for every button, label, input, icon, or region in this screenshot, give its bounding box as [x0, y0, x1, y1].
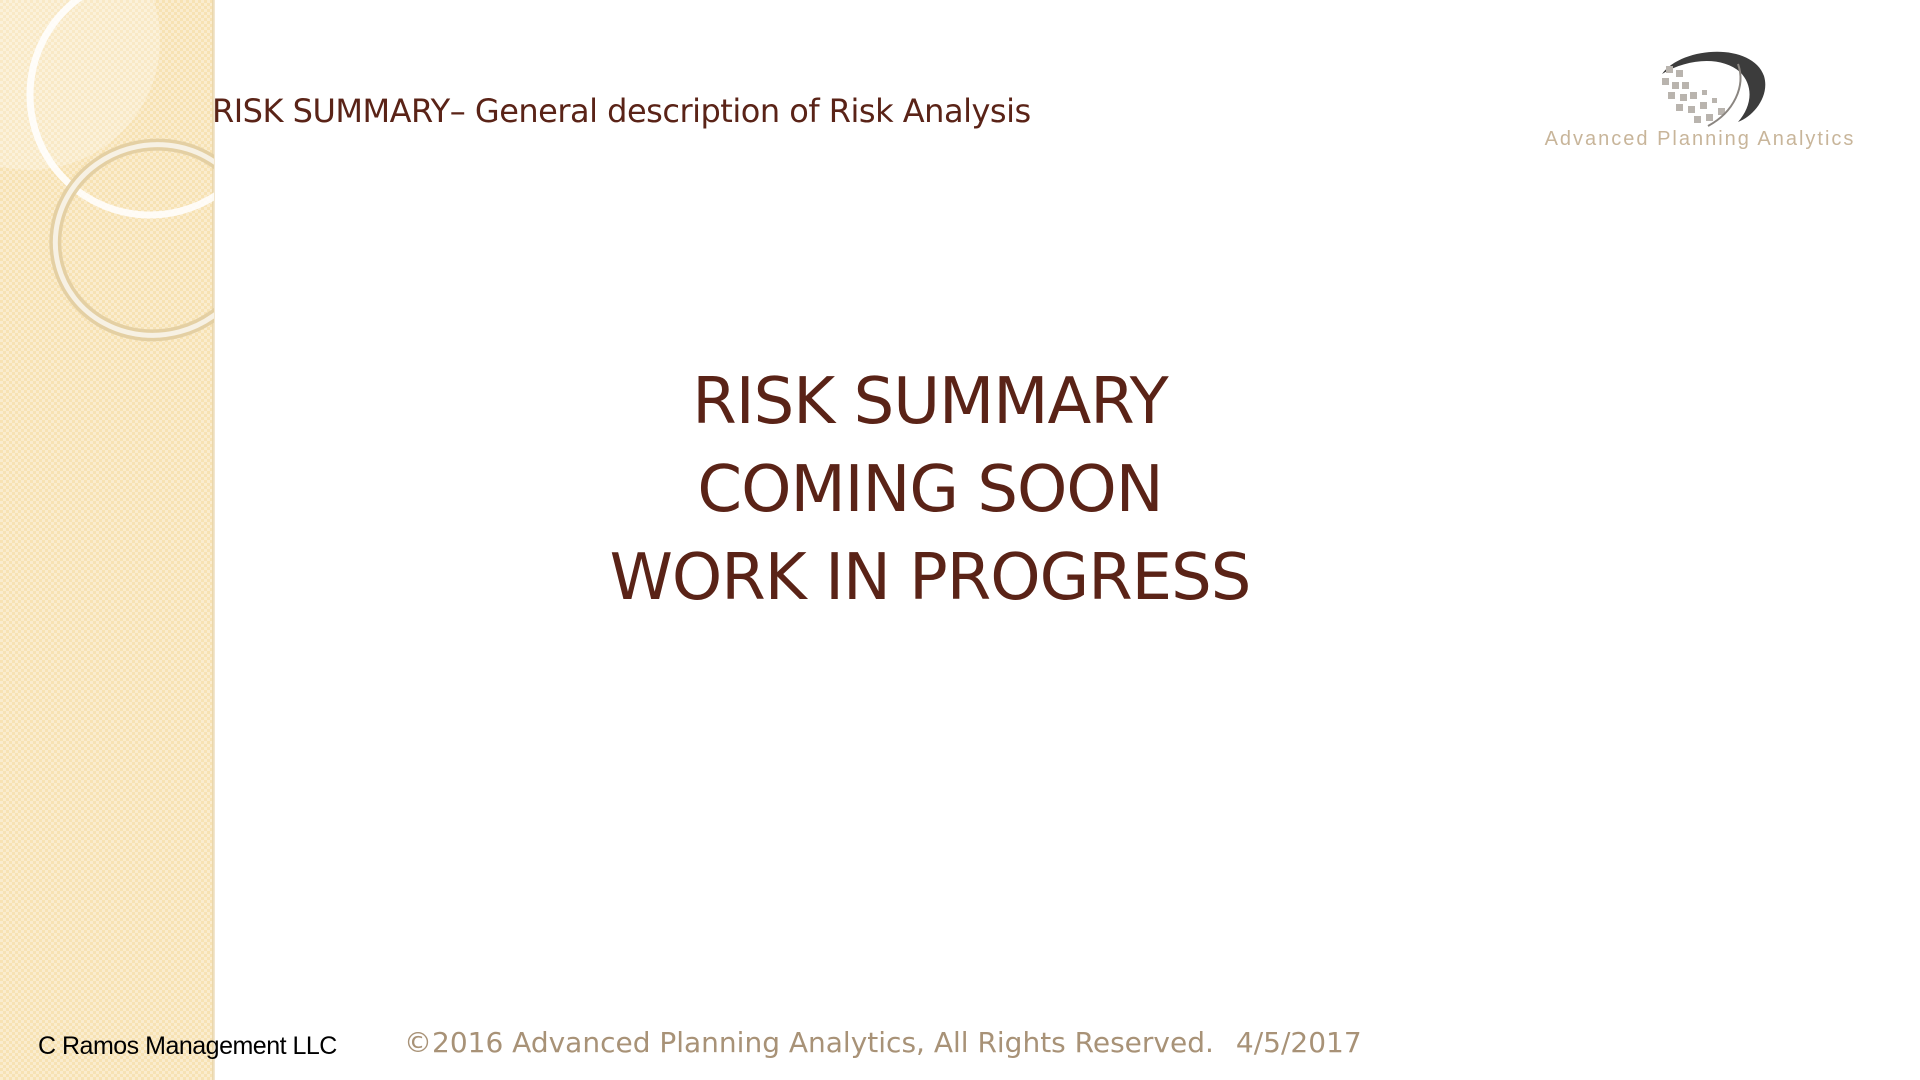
footer-copyright: ©2016 Advanced Planning Analytics, All R…: [404, 1026, 1214, 1059]
logo-mark-icon: [1662, 51, 1766, 127]
footer-company: C Ramos Management LLC: [38, 1032, 337, 1060]
logo-text: Advanced Planning Analytics: [1544, 128, 1856, 150]
band-edge: [212, 0, 215, 1080]
company-logo: Advanced Planning Analytics: [1500, 46, 1900, 156]
main-message-line-2: COMING SOON: [697, 453, 1163, 527]
decorative-side-band: [0, 0, 214, 1080]
slide-title: RISK SUMMARY– General description of Ris…: [212, 92, 1031, 130]
decorative-rings: [0, 0, 214, 342]
main-message-line-3: WORK IN PROGRESS: [609, 541, 1252, 615]
footer-copyright-block: ©2016 Advanced Planning Analytics, All R…: [404, 1026, 1362, 1059]
main-message: RISK SUMMARY COMING SOON WORK IN PROGRES…: [420, 358, 1440, 622]
footer-date: 4/5/2017: [1235, 1026, 1362, 1059]
main-message-line-1: RISK SUMMARY: [692, 365, 1168, 439]
